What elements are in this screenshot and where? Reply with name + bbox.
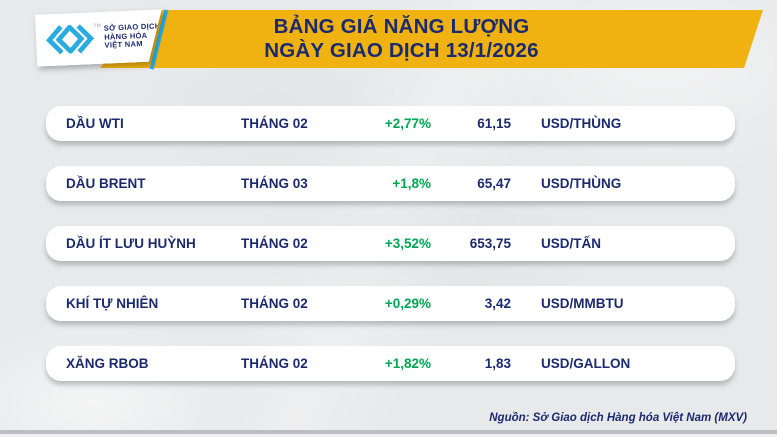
price-row-dau-wti: DẦU WTI THÁNG 02 +2,77% 61,15 USD/THÙNG — [46, 106, 735, 141]
price-unit: USD/MMBTU — [541, 296, 624, 311]
contract-month: THÁNG 02 — [241, 116, 308, 131]
price-value: 61,15 — [477, 116, 511, 131]
trademark-symbol: TM — [93, 22, 101, 30]
contract-month: THÁNG 02 — [241, 236, 308, 251]
change-percent: +0,29% — [384, 296, 431, 311]
change-percent: +1,82% — [384, 356, 431, 371]
price-unit: USD/THÙNG — [541, 116, 622, 131]
source-attribution: Nguồn: Sở Giao dịch Hàng hóa Việt Nam (M… — [489, 412, 747, 424]
price-row-khi-tu-nhien: KHÍ TỰ NHIÊN THÁNG 02 +0,29% 3,42 USD/MM… — [46, 286, 735, 321]
price-unit: USD/GALLON — [541, 356, 631, 371]
contract-month: THÁNG 02 — [241, 356, 308, 371]
change-percent: +3,52% — [384, 236, 431, 251]
commodity-name: DẦU ÍT LƯU HUỲNH — [66, 236, 196, 251]
price-unit: USD/THÙNG — [541, 176, 622, 191]
contract-month: THÁNG 03 — [241, 176, 308, 191]
board-title-line2: NGÀY GIAO DỊCH 13/1/2026 — [264, 39, 539, 62]
price-value: 653,75 — [469, 236, 511, 251]
commodity-name: DẦU BRENT — [66, 176, 146, 191]
commodity-name: XĂNG RBOB — [66, 356, 149, 371]
title-band: BẢNG GIÁ NĂNG LƯỢNG NGÀY GIAO DỊCH 13/1/… — [100, 10, 763, 68]
price-row-dau-it-luu-huynh: DẦU ÍT LƯU HUỲNH THÁNG 02 +3,52% 653,75 … — [46, 226, 735, 261]
price-row-xang-rbob: XĂNG RBOB THÁNG 02 +1,82% 1,83 USD/GALLO… — [46, 346, 735, 381]
bottom-divider-strip — [0, 430, 777, 437]
commodity-name: DẦU WTI — [66, 116, 124, 131]
price-value: 1,83 — [484, 356, 511, 371]
price-unit: USD/TẤN — [541, 236, 601, 251]
board-title-line1: BẢNG GIÁ NĂNG LƯỢNG — [273, 15, 530, 38]
commodity-name: KHÍ TỰ NHIÊN — [66, 296, 159, 311]
price-value: 3,42 — [484, 296, 511, 311]
price-row-dau-brent: DẦU BRENT THÁNG 03 +1,8% 65,47 USD/THÙNG — [46, 166, 735, 201]
contract-month: THÁNG 02 — [241, 296, 308, 311]
price-value: 65,47 — [477, 176, 511, 191]
change-percent: +2,77% — [384, 116, 431, 131]
mxv-chevron-icon — [43, 18, 97, 60]
change-percent: +1,8% — [392, 176, 431, 191]
